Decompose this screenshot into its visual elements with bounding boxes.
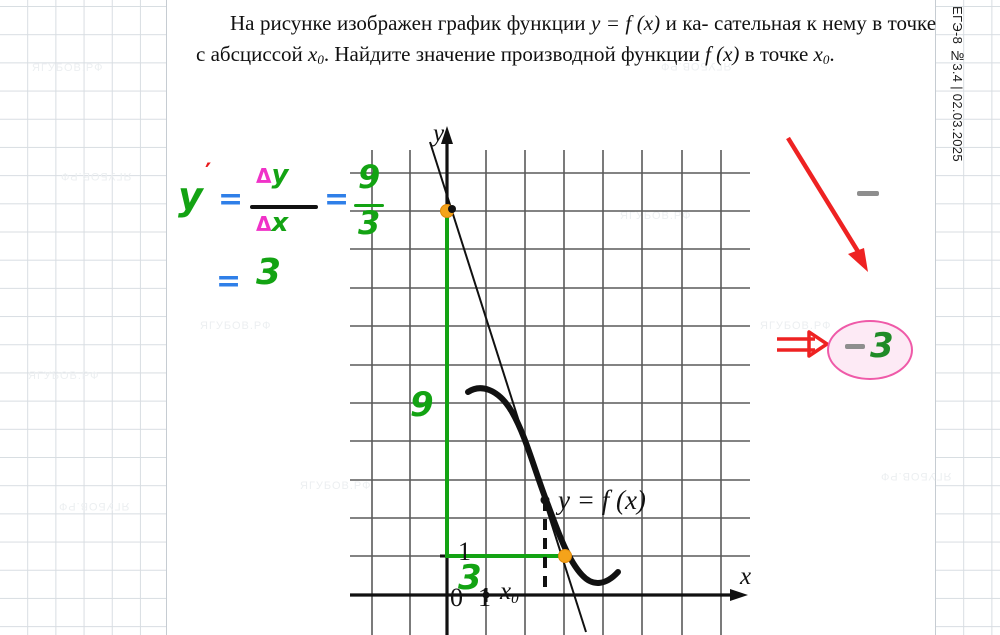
formula-prime: ′: [205, 158, 212, 186]
function-curve: [465, 385, 621, 586]
rise-label: 9: [410, 385, 434, 425]
formula-y: y: [178, 174, 203, 218]
x-tick-dot: [482, 591, 490, 599]
formula-denominator-var: x: [271, 208, 289, 238]
statement-x0-2: x: [813, 42, 823, 66]
statement-x0-sub-2: 0: [822, 52, 830, 67]
arrow-head: [848, 248, 868, 272]
watermark-left-2: ЯГУБОВ.РФ: [60, 170, 132, 182]
statement-x0-sub-1: 0: [317, 52, 324, 67]
right-sheet-grid: [935, 0, 1000, 635]
y-axis-arrowhead: [441, 126, 453, 144]
statement-part-3-tail: в точке: [744, 42, 809, 66]
watermark-body-3: ЯГУБОВ.РФ: [760, 320, 832, 332]
x0-label-text: x: [500, 578, 512, 605]
watermark-left-4: ЯГУБОВ.РФ: [58, 500, 130, 512]
formula-numerator: Δy: [256, 160, 288, 190]
formula-equals-3: =: [216, 264, 242, 299]
graph-svg: [350, 126, 750, 635]
arrow-shaft: [786, 136, 864, 260]
delta-symbol-denominator: Δ: [256, 212, 272, 236]
statement-formula-2: f (x): [705, 42, 740, 66]
exam-id-vertical-label: ЕГЭ-8 №3.4 | 02.03.2025: [950, 6, 965, 162]
statement-x0-1: x: [308, 42, 318, 66]
fraction-bar: [250, 205, 318, 209]
formula-frac-top: 9: [358, 158, 381, 196]
statement-part-2: сательная к нему в точке с абсциссой: [196, 11, 937, 66]
tangent-line: [429, 141, 587, 633]
statement-period: .: [829, 42, 835, 66]
formula-denominator: Δx: [256, 208, 288, 238]
fraction-bar-2: [354, 204, 384, 207]
watermark-body-4: ЯГУБОВ.РФ: [200, 320, 272, 332]
statement-part-3: производной функции: [500, 42, 700, 66]
implies-arrowhead: [807, 330, 829, 358]
x-axis-arrowhead: [730, 589, 748, 601]
origin-label: 0: [450, 583, 463, 612]
watermark-body-6: ЯГУБОВ.РФ: [620, 210, 692, 222]
statement-part-2-tail: . Найдите значение: [323, 42, 496, 66]
formula-result: 3: [256, 252, 282, 293]
x0-label-sub: 0: [511, 591, 519, 607]
watermark-left-1: ЯГУБОВ.РФ: [32, 62, 104, 74]
problem-statement: На рисунке изображен график функции y = …: [196, 8, 936, 75]
answer-highlight-ellipse: [827, 320, 913, 380]
graph-gridlines: [350, 150, 750, 635]
statement-part-1: На рисунке изображен график функции: [230, 11, 586, 35]
left-sheet-grid: [0, 0, 167, 635]
function-label: y = f (x): [558, 485, 646, 515]
statement-part-1-tail: и ка-: [665, 11, 709, 35]
watermark-body-1: ЯГУБОВ.РФ: [300, 480, 372, 492]
y-tick-label-1: 1: [458, 537, 471, 566]
x0-label: x0: [500, 578, 519, 608]
red-pointer-arrow: [786, 136, 868, 272]
line-point-upper: [448, 205, 456, 213]
x-axis-label: x: [740, 563, 752, 590]
handwritten-derivative-formula: y ′ = Δy Δx = 9 3 = 3: [178, 158, 384, 310]
function-graph: y x 0 1 x0 1 y = f (x) 9 3: [330, 120, 752, 635]
watermark-left-3: ЯГУБОВ.РФ: [28, 370, 100, 382]
y-axis-label: y: [433, 120, 445, 147]
tangency-point: [540, 495, 550, 505]
formula-equals-2: =: [324, 182, 350, 217]
formula-frac-bottom: 3: [358, 204, 381, 242]
formula-equals-1: =: [218, 182, 244, 217]
run-label: 3: [458, 558, 482, 598]
watermark-body-5: ЯГУБОВ.РФ: [880, 470, 952, 482]
implies-double-arrow-icon: [777, 330, 829, 358]
secant-point-lower: [558, 549, 572, 563]
statement-formula-1: y = f (x): [590, 11, 661, 35]
green-construction-lines: [445, 209, 567, 558]
gray-minus-icon: [857, 191, 879, 196]
delta-symbol-numerator: Δ: [256, 164, 272, 188]
answer-minus-sign: [845, 344, 865, 349]
x-tick-label-1: 1: [478, 583, 491, 612]
answer-value: 3: [870, 326, 894, 366]
formula-numerator-var: y: [271, 160, 289, 190]
